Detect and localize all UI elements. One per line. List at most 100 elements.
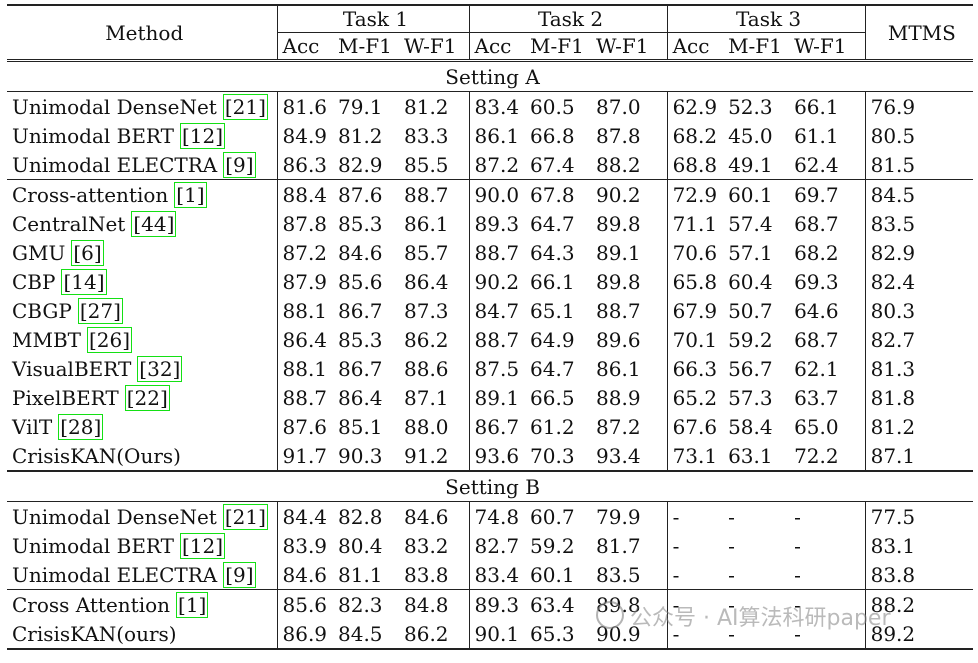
value-cell: 64.7 <box>530 356 575 381</box>
value-cell: - <box>789 501 866 531</box>
value-cell: 63.7 <box>789 383 866 412</box>
value-cell: 87.1 <box>399 383 470 412</box>
value-cell: 69.7 <box>789 179 866 209</box>
value-cell: 56.7 <box>728 356 773 381</box>
value-cell: 84.5 <box>333 619 399 650</box>
metric-mf1-header: M-F1 <box>530 34 584 58</box>
method-name: Unimodal DenseNet <box>12 94 217 119</box>
table-row: CBP [14] 87.9 85.6 86.4 90.2 66.1 89.8 65.8 60.4 6… <box>7 267 973 296</box>
value-cell: - <box>789 619 866 650</box>
value-cell: 91.2 <box>399 441 470 471</box>
citation-link[interactable]: [22] <box>124 384 170 411</box>
value-cell: 88.2 <box>591 150 668 180</box>
value-cell: 67.4 <box>530 152 575 177</box>
value-cell: 82.9 <box>870 240 916 265</box>
value-cell: 83.5 <box>591 560 668 590</box>
value-cell: 88.7 <box>282 385 328 410</box>
value-cell: 88.9 <box>591 383 668 412</box>
value-cell: 58.4 <box>728 414 773 439</box>
value-cell: - <box>728 562 735 587</box>
citation-link[interactable]: [26] <box>87 326 133 353</box>
value-cell: 81.1 <box>338 562 383 587</box>
table-row: MMBT [26] 86.4 85.3 86.2 88.7 64.9 89.6 70.1 59.2… <box>7 325 973 354</box>
citation-link[interactable]: [21] <box>222 93 268 120</box>
value-cell: 86.2 <box>399 325 470 354</box>
setting-row: Setting B <box>7 470 974 502</box>
value-cell: 66.1 <box>789 91 866 121</box>
citation-link[interactable]: [44] <box>131 210 177 237</box>
value-cell: 89.8 <box>591 267 668 296</box>
citation-link[interactable]: [14] <box>61 268 107 295</box>
value-cell: 89.2 <box>865 619 974 650</box>
citation-link[interactable]: [6] <box>71 239 104 266</box>
value-cell: - <box>672 504 680 529</box>
metric-wf1-header: W-F1 <box>789 32 866 61</box>
table-row: Unimodal ELECTRA [9] 84.6 81.1 83.8 83.4 60.1 8… <box>7 560 973 590</box>
value-cell: 88.4 <box>277 179 333 209</box>
value-cell: 88.0 <box>399 412 470 441</box>
value-cell: 88.1 <box>282 298 328 323</box>
citation-link[interactable]: [27] <box>77 297 123 324</box>
value-cell: 71.1 <box>672 211 718 236</box>
value-cell: 86.7 <box>474 414 520 439</box>
metric-wf1-header: W-F1 <box>399 32 470 61</box>
value-cell: 61.1 <box>789 121 866 150</box>
method-name: Unimodal BERT <box>12 533 174 558</box>
value-cell: 89.1 <box>591 238 668 267</box>
citation-link[interactable]: [1] <box>174 181 207 208</box>
value-cell: 87.6 <box>333 179 399 209</box>
citation-link[interactable]: [21] <box>222 503 268 530</box>
value-cell: 90.0 <box>469 179 526 209</box>
value-cell: - <box>667 619 724 650</box>
value-cell: 87.1 <box>870 443 916 468</box>
method-cell: CBP [14] <box>7 267 278 296</box>
citation-link[interactable]: [28] <box>58 413 104 440</box>
method-cell: CentralNet [44] <box>7 209 278 238</box>
value-cell: 70.3 <box>530 443 575 468</box>
value-cell: - <box>667 589 724 619</box>
citation-link[interactable]: [9] <box>223 561 256 588</box>
citation-link[interactable]: [12] <box>179 122 226 149</box>
top-rule <box>7 4 973 6</box>
value-cell: 65.0 <box>789 412 866 441</box>
value-cell: 61.2 <box>530 414 575 439</box>
value-cell: 86.4 <box>399 267 470 296</box>
method-name: CentralNet <box>12 211 126 236</box>
value-cell: 84.9 <box>282 123 328 148</box>
value-cell: 88.7 <box>474 327 520 352</box>
value-cell: 81.2 <box>338 123 383 148</box>
value-cell: 60.1 <box>723 179 790 209</box>
value-cell: 70.1 <box>672 327 718 352</box>
value-cell: 87.9 <box>282 269 328 294</box>
metric-acc-header: Acc <box>672 34 710 58</box>
value-cell: 57.3 <box>728 385 773 410</box>
value-cell: 69.3 <box>789 267 866 296</box>
method-cell: Unimodal ELECTRA [9] <box>7 150 278 180</box>
value-cell: 70.6 <box>672 240 718 265</box>
table-row: Unimodal DenseNet [21] 84.4 82.8 84.6 74.8 60.… <box>7 501 973 531</box>
value-cell: 85.7 <box>399 238 470 267</box>
value-cell: 66.3 <box>672 356 718 381</box>
value-cell: 88.7 <box>399 179 470 209</box>
citation-link[interactable]: [1] <box>176 591 209 618</box>
value-cell: 74.8 <box>474 504 520 529</box>
citation-link[interactable]: [12] <box>179 532 226 559</box>
value-cell: 82.3 <box>333 589 399 619</box>
table-row: VilT [28] 87.6 85.1 88.0 86.7 61.2 87.2 67.6 58.4… <box>7 412 973 441</box>
setting-label: Setting A <box>7 59 974 92</box>
value-cell: 67.6 <box>672 414 718 439</box>
value-cell: 87.3 <box>399 296 470 325</box>
table-row: VisualBERT [32] 88.1 86.7 88.6 87.5 64.7 86.1 66… <box>7 354 973 383</box>
citation-link[interactable]: [32] <box>137 355 183 382</box>
metric-acc-header: Acc <box>282 34 320 58</box>
value-cell: 64.9 <box>530 327 575 352</box>
table-row: Cross Attention [1] 85.6 82.3 84.8 89.3 63.4 89… <box>7 589 974 619</box>
value-cell: 68.2 <box>672 123 718 148</box>
value-cell: 64.6 <box>789 296 866 325</box>
value-cell: 88.7 <box>474 240 520 265</box>
method-cell: Unimodal ELECTRA [9] <box>7 560 278 590</box>
value-cell: 86.7 <box>338 298 383 323</box>
citation-link[interactable]: [9] <box>223 151 256 178</box>
value-cell: 86.4 <box>282 327 328 352</box>
value-cell: 86.2 <box>399 619 470 650</box>
